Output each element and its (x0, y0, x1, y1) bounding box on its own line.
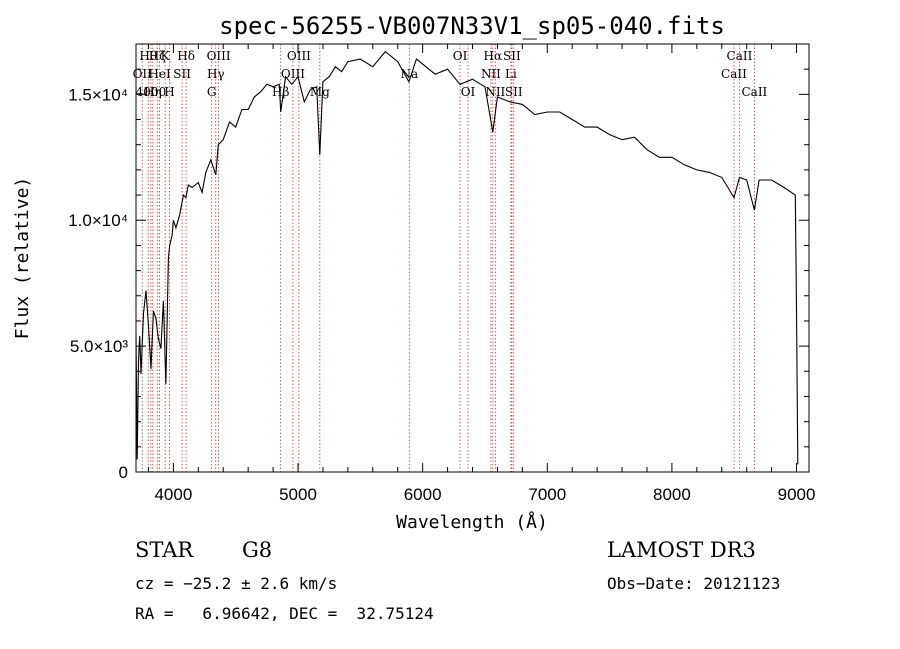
line-label-1: Hθ (139, 49, 157, 63)
object-subclass: G8 (242, 538, 273, 562)
line-label-4: Hζ (149, 49, 166, 63)
line-label-5: HeI (148, 67, 171, 81)
line-label-11: Hγ (207, 67, 225, 81)
line-label-17: Na (400, 67, 418, 81)
y-tick-label-1: 5.0×10³ (70, 337, 128, 356)
line-label-21: Hα (484, 49, 503, 63)
obs-date: Obs−Date: 20121123 (607, 574, 781, 593)
line-label-19: OI (461, 85, 476, 99)
x-tick-label-2: 6000 (404, 485, 442, 504)
x-axis-ticks: 4000 5000 6000 7000 8000 9000 (147, 44, 816, 504)
line-label-7: H (164, 85, 174, 99)
spectral-line-markers (141, 44, 755, 472)
line-label-24: SII (503, 49, 521, 63)
survey-name: LAMOST DR3 (607, 538, 756, 562)
line-label-10: G (207, 85, 217, 99)
line-label-13: Hβ (272, 85, 289, 99)
line-label-26: CaII (721, 67, 747, 81)
chart-title: spec-56255-VB007N33V1_sp05-040.fits (219, 12, 725, 40)
line-label-6: K (161, 49, 171, 63)
x-tick-label-5: 9000 (778, 485, 816, 504)
line-label-22: NII (485, 85, 505, 99)
line-label-25: SII (505, 85, 523, 99)
line-label-18: OI (453, 49, 468, 63)
object-class: STAR (135, 538, 194, 562)
line-label-0: OII (133, 67, 153, 81)
x-tick-label-1: 5000 (279, 485, 317, 504)
x-tick-label-0: 4000 (154, 485, 192, 504)
y-axis-label: Flux (relative) (12, 177, 33, 340)
spectrum-series-line (135, 50, 799, 465)
line-label-2: 4000 (136, 85, 167, 99)
y-tick-label-2: 1.0×10⁴ (68, 211, 128, 230)
line-label-3: Hη (144, 85, 162, 99)
y-axis-ticks: 0 5.0×10³ 1.0×10⁴ 1.5×10⁴ (68, 68, 809, 482)
line-label-12: OIII (207, 49, 231, 63)
line-label-27: CaII (727, 49, 753, 63)
coordinates: RA = 6.96642, DEC = 32.75124 (135, 604, 434, 623)
line-label-15: OIII (287, 49, 311, 63)
line-label-9: Hδ (177, 49, 195, 63)
line-label-8: SII (173, 67, 191, 81)
line-label-16: Mg (310, 85, 330, 99)
y-tick-label-0: 0 (119, 463, 128, 482)
x-axis-label: Wavelength (Å) (396, 511, 548, 533)
x-tick-label-3: 7000 (528, 485, 566, 504)
y-tick-label-3: 1.5×10⁴ (68, 85, 128, 104)
line-label-20: NII (481, 67, 501, 81)
x-tick-label-4: 8000 (653, 485, 691, 504)
line-label-28: CaII (741, 85, 767, 99)
line-label-14: OIII (281, 67, 305, 81)
line-label-23: Li (505, 67, 517, 81)
plot-frame (135, 43, 810, 473)
redshift-cz: cz = −25.2 ± 2.6 km/s (135, 574, 338, 593)
